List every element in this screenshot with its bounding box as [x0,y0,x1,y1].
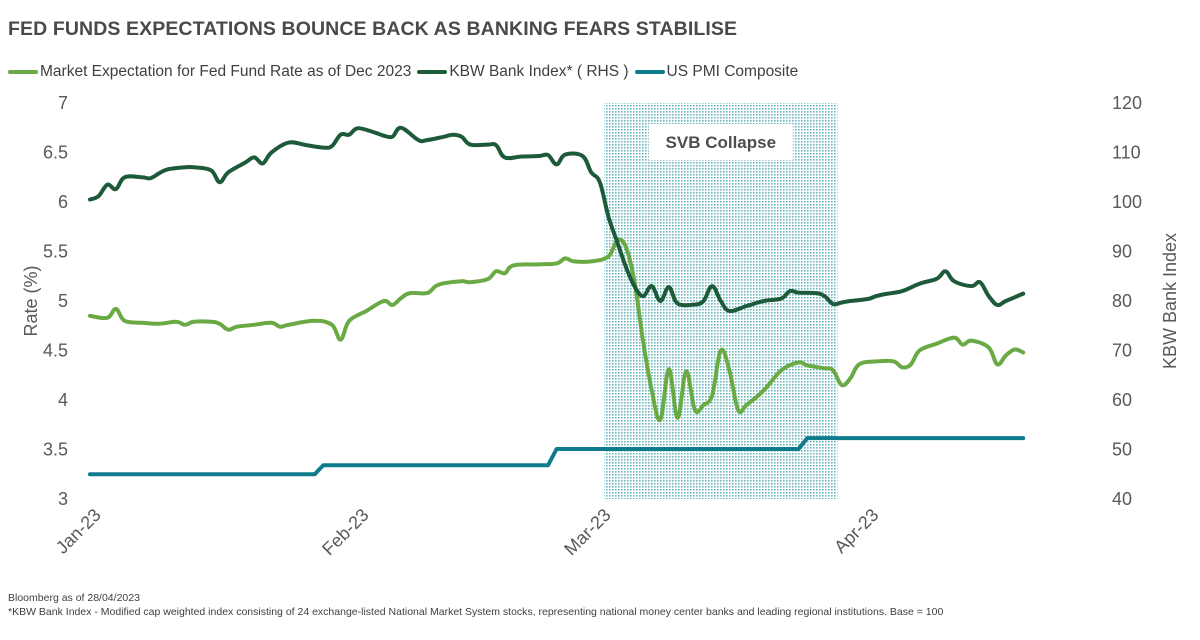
y2-tick-label: 100 [1112,192,1142,212]
y2-tick-label: 60 [1112,390,1132,410]
legend-swatch-kbw [417,70,448,74]
y2-tick-label: 80 [1112,291,1132,311]
legend-label-fed-rate: Market Expectation for Fed Fund Rate as … [40,63,412,80]
chart-title: FED FUNDS EXPECTATIONS BOUNCE BACK AS BA… [8,18,738,40]
y2-tick-label: 50 [1112,440,1132,460]
legend-item-pmi: US PMI Composite [634,63,799,81]
x-tick-label: Jan-23 [52,505,105,558]
footnote-kbw: *KBW Bank Index - Modified cap weighted … [8,606,944,618]
legend: Market Expectation for Fed Fund Rate as … [8,63,804,81]
series-line-pmi [88,436,1026,477]
y-tick-label: 6 [58,192,68,212]
x-tick-label: Mar-23 [560,505,614,559]
legend-swatch-pmi [634,70,665,74]
svb-label-box [648,124,793,160]
y-tick-label: 5.5 [43,242,68,262]
legend-item-kbw: KBW Bank Index* ( RHS ) [417,63,629,81]
y-tick-label: 6.5 [43,143,68,163]
legend-item-fed-rate: Market Expectation for Fed Fund Rate as … [8,63,411,81]
y-tick-label: 3.5 [43,440,68,460]
y-tick-label: 5 [58,291,68,311]
legend-swatch-fed-rate [8,70,38,74]
x-tick-label: Apr-23 [830,505,882,557]
y2-tick-label: 120 [1112,93,1142,113]
y2-tick-label: 90 [1112,242,1132,262]
y2-tick-label: 40 [1112,489,1132,509]
series-line-fed-rate [88,237,1026,423]
y-tick-label: 4 [58,390,68,410]
y-axis-title: Rate (%) [21,265,41,336]
y-tick-label: 4.5 [43,341,68,361]
y2-tick-label: 110 [1112,143,1141,163]
x-tick-label: Feb-23 [318,505,372,559]
y-tick-label: 7 [58,93,68,113]
y-tick-label: 3 [58,489,68,509]
series-line-kbw [88,125,1026,314]
legend-label-pmi: US PMI Composite [666,63,799,80]
y2-axis-title: KBW Bank Index [1160,233,1180,369]
legend-label-kbw: KBW Bank Index* ( RHS ) [449,63,629,80]
footnote-source: Bloomberg as of 28/04/2023 [8,592,140,604]
y2-tick-label: 70 [1112,341,1132,361]
svb-collapse-label: SVB Collapse [666,133,777,152]
